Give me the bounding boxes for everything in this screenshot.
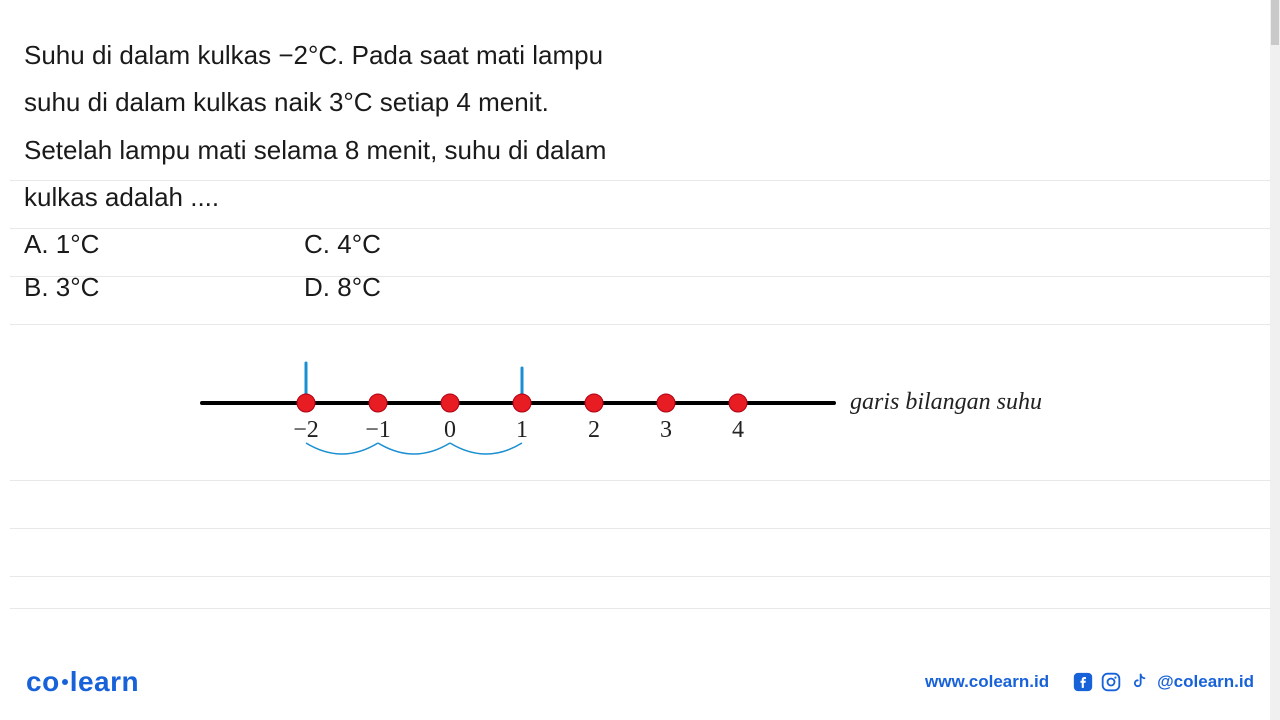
tiktok-icon	[1129, 672, 1149, 692]
social-block: @colearn.id	[1073, 672, 1254, 692]
option-b: B. 3°C	[24, 272, 304, 303]
brand-logo: colearn	[26, 666, 139, 698]
option-c: C. 4°C	[304, 229, 584, 260]
option-d-value: 8°C	[337, 272, 381, 302]
option-b-value: 3°C	[56, 272, 100, 302]
numberline-diagram: −2 −1 0 1 2 3 4 garis bilangan suhu	[24, 343, 1256, 513]
svg-text:2: 2	[588, 417, 600, 443]
social-handle: @colearn.id	[1157, 672, 1254, 692]
question-text: Suhu di dalam kulkas −2°C. Pada saat mat…	[24, 32, 644, 221]
svg-text:3: 3	[660, 417, 672, 443]
option-a: A. 1°C	[24, 229, 304, 260]
footer-url: www.colearn.id	[925, 672, 1049, 692]
vertical-scrollbar[interactable]	[1270, 0, 1280, 720]
logo-right: learn	[70, 666, 139, 697]
svg-text:−2: −2	[293, 417, 319, 443]
answer-options: A. 1°C C. 4°C B. 3°C D. 8°C	[24, 229, 1256, 303]
svg-text:garis bilangan suhu: garis bilangan suhu	[850, 389, 1042, 415]
logo-left: co	[26, 666, 60, 697]
instagram-icon	[1101, 672, 1121, 692]
svg-text:0: 0	[444, 417, 456, 443]
svg-text:4: 4	[732, 417, 744, 443]
svg-text:−1: −1	[365, 417, 391, 443]
option-c-value: 4°C	[337, 229, 381, 259]
facebook-icon	[1073, 672, 1093, 692]
numberline-svg: −2 −1 0 1 2 3 4 garis bilangan suhu	[194, 343, 1094, 513]
footer: colearn www.colearn.id @colearn.id	[0, 666, 1280, 698]
option-d: D. 8°C	[304, 272, 584, 303]
scrollbar-thumb[interactable]	[1271, 0, 1279, 45]
logo-dot-icon	[62, 679, 68, 685]
option-a-value: 1°C	[56, 229, 100, 259]
svg-text:1: 1	[516, 417, 528, 443]
